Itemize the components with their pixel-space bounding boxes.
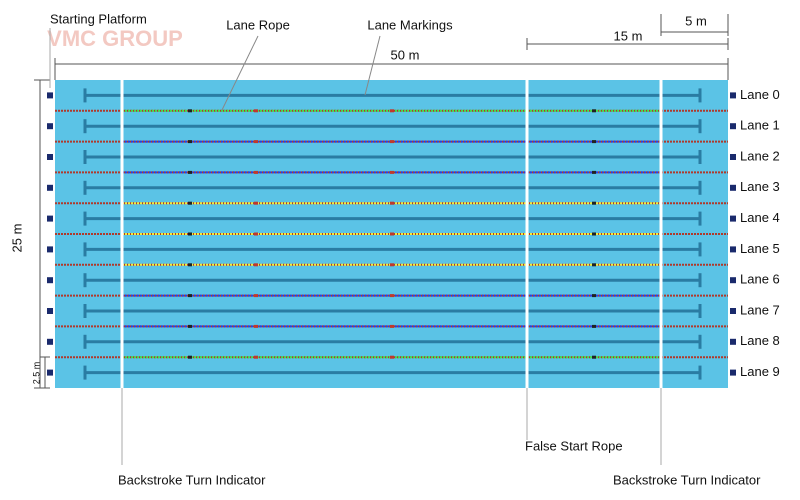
- lane-markings-label: Lane Markings: [367, 17, 453, 32]
- rope-marker: [390, 355, 394, 359]
- starting-platform: [730, 246, 736, 253]
- backstroke-label: Backstroke Turn Indicator: [613, 472, 761, 487]
- rope-marker: [390, 294, 394, 298]
- starting-platform: [47, 277, 53, 284]
- rope-marker: [188, 140, 192, 144]
- starting-platform: [47, 246, 53, 253]
- rope-marker: [592, 201, 596, 205]
- rope-marker: [592, 263, 596, 267]
- rope-marker: [188, 170, 192, 174]
- lane-label: Lane 8: [740, 333, 780, 348]
- starting-platform: [730, 154, 736, 160]
- starting-platform: [47, 369, 53, 376]
- length-label: 50 m: [391, 47, 420, 62]
- rope-marker: [188, 324, 192, 328]
- lane-label: Lane 9: [740, 364, 780, 379]
- starting-platform: [730, 277, 736, 284]
- false-start-distance: 15 m: [614, 28, 643, 43]
- rope-marker: [188, 294, 192, 298]
- starting-platform: [730, 92, 736, 99]
- rope-marker: [592, 324, 596, 328]
- starting-platform-label: Starting Platform: [50, 11, 147, 26]
- lanes: [47, 88, 736, 380]
- dimension-lines: [34, 14, 729, 389]
- rope-marker: [592, 170, 596, 174]
- rope-marker: [254, 324, 258, 328]
- starting-platform: [47, 215, 53, 222]
- lane-label: Lane 2: [740, 148, 780, 163]
- lane-label: Lane 4: [740, 210, 780, 225]
- backstroke-distance: 5 m: [685, 13, 707, 28]
- starting-platform: [730, 215, 736, 222]
- lane-label: Lane 7: [740, 302, 780, 317]
- logo-watermark: VMC GROUP: [47, 26, 183, 51]
- starting-platform: [730, 184, 736, 191]
- lane-label: Lane 6: [740, 272, 780, 287]
- rope-marker: [254, 263, 258, 267]
- rope-marker: [592, 294, 596, 298]
- lane-label: Lane 1: [740, 118, 780, 133]
- rope-marker: [592, 355, 596, 359]
- rope-marker: [254, 355, 258, 359]
- rope-marker: [390, 201, 394, 205]
- starting-platform: [730, 308, 736, 314]
- rope-marker: [254, 170, 258, 174]
- rope-marker: [254, 201, 258, 205]
- rope-marker: [254, 232, 258, 236]
- lane-width-label: 2.5 m: [31, 362, 41, 385]
- rope-marker: [188, 355, 192, 359]
- starting-platform: [47, 123, 53, 130]
- width-label: 25 m: [9, 224, 24, 253]
- rope-marker: [188, 109, 192, 113]
- starting-platform: [730, 338, 736, 345]
- rope-marker: [592, 232, 596, 236]
- backstroke-label: Backstroke Turn Indicator: [118, 472, 266, 487]
- starting-platform: [47, 184, 53, 191]
- rope-marker: [390, 324, 394, 328]
- rope-marker: [592, 140, 596, 144]
- rope-marker: [188, 201, 192, 205]
- false-start-rope-label: False Start Rope: [525, 438, 623, 453]
- rope-marker: [390, 232, 394, 236]
- lane-label: Lane 0: [740, 87, 780, 102]
- rope-marker: [390, 170, 394, 174]
- rope-marker: [254, 109, 258, 113]
- starting-platform: [47, 154, 53, 160]
- rope-marker: [254, 294, 258, 298]
- starting-platform: [730, 369, 736, 376]
- lane-label: Lane 5: [740, 241, 780, 256]
- rope-marker: [390, 140, 394, 144]
- starting-platform: [730, 123, 736, 130]
- rope-marker: [390, 263, 394, 267]
- starting-platform: [47, 92, 53, 99]
- rope-marker: [254, 140, 258, 144]
- rope-marker: [188, 232, 192, 236]
- rope-marker: [390, 109, 394, 113]
- lane-rope-label: Lane Rope: [226, 17, 290, 32]
- rope-marker: [188, 263, 192, 267]
- rope-marker: [592, 109, 596, 113]
- starting-platform: [47, 338, 53, 345]
- starting-platform: [47, 308, 53, 314]
- lane-label: Lane 3: [740, 179, 780, 194]
